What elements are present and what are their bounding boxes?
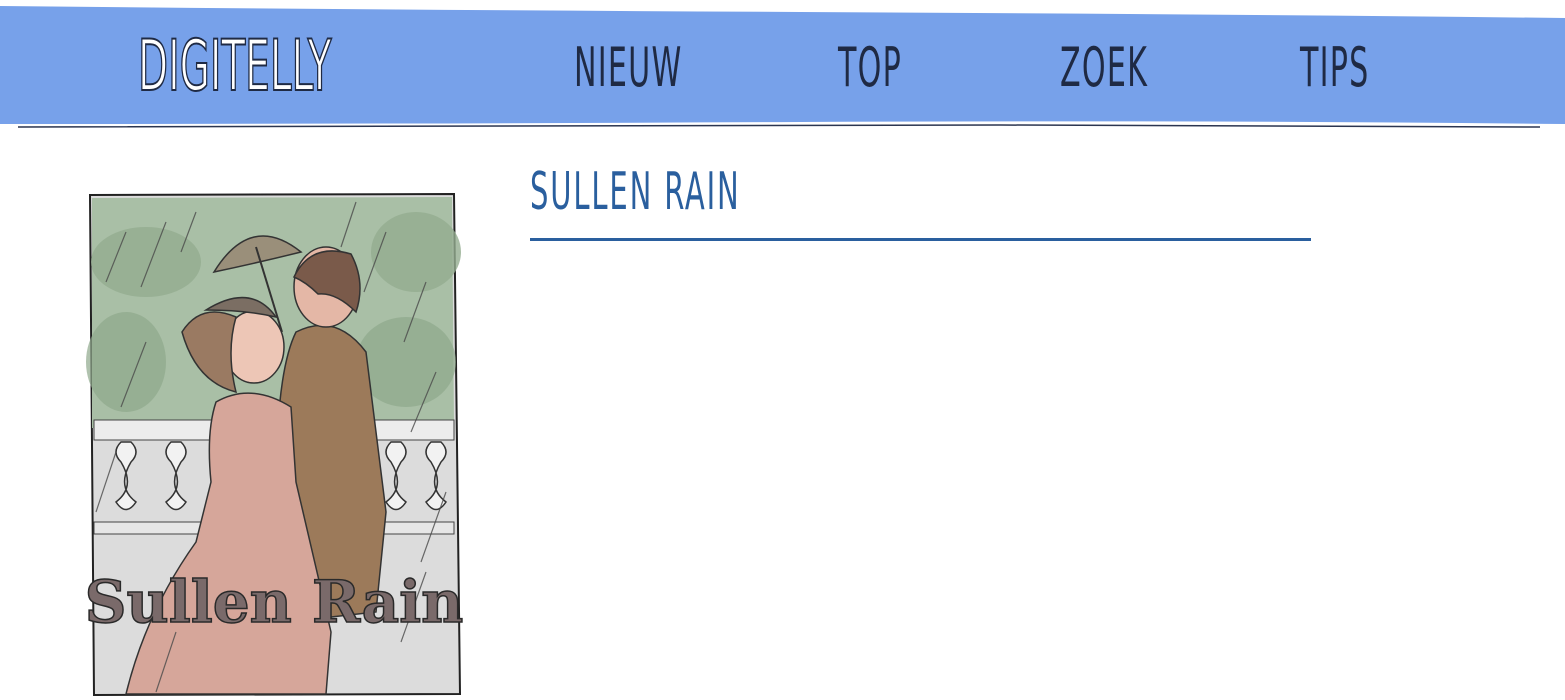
- nav-top[interactable]: TOP: [838, 36, 902, 99]
- site-logo[interactable]: DIGITELLY: [137, 24, 332, 108]
- header-background: [0, 6, 1565, 128]
- book-cover[interactable]: Sullen Rain: [84, 192, 466, 697]
- book-cover-illustration: Sullen Rain: [84, 192, 464, 697]
- nav-nieuw[interactable]: NIEUW: [574, 36, 683, 99]
- title-divider: [530, 238, 1311, 241]
- book-title: SULLEN RAIN: [530, 162, 741, 222]
- nav-tips[interactable]: TIPS: [1300, 36, 1370, 99]
- header-bar: [0, 0, 1565, 128]
- cover-title-text: Sullen Rain: [86, 568, 463, 636]
- nav-zoek[interactable]: ZOEK: [1060, 36, 1149, 99]
